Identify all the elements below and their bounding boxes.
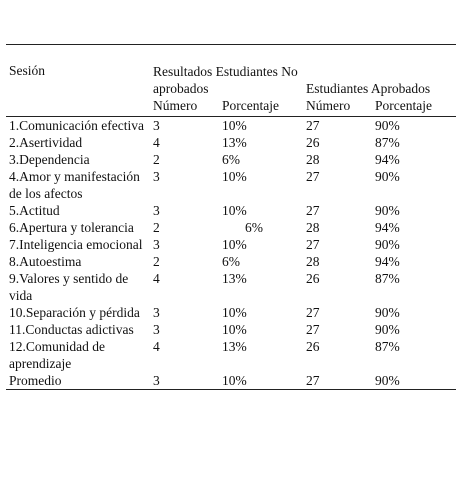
value-cell: 3 bbox=[153, 117, 160, 133]
value-cell: 94% bbox=[375, 151, 400, 167]
value-cell: 27 bbox=[306, 321, 320, 337]
session-cell: 2.Asertividad bbox=[9, 134, 83, 150]
table-header: Sesión Resultados Estudiantes No aprobad… bbox=[6, 44, 456, 117]
subheader-cell: Número bbox=[150, 96, 219, 117]
session-cell: 10.Separación y pérdida bbox=[9, 304, 140, 320]
table-row: 3.Dependencia 2 6% 28 94% bbox=[6, 151, 456, 168]
value-cell: 27 bbox=[306, 202, 320, 218]
value-cell: 90% bbox=[375, 202, 400, 218]
value-cell: 90% bbox=[375, 236, 400, 252]
value-cell: 3 bbox=[153, 236, 160, 252]
value-cell: 4 bbox=[153, 270, 160, 286]
table-row: 11.Conductas adictivas 3 10% 27 90% bbox=[6, 321, 456, 338]
value-cell: 4 bbox=[153, 134, 160, 150]
table-row: 5.Actitud 3 10% 27 90% bbox=[6, 202, 456, 219]
session-cell: 12.Comunidad de aprendizaje bbox=[9, 338, 105, 371]
value-cell: 10% bbox=[222, 236, 247, 252]
value-cell: 10% bbox=[222, 168, 247, 184]
value-cell: 26 bbox=[306, 338, 320, 354]
table-row: 2.Asertividad 4 13% 26 87% bbox=[6, 134, 456, 151]
value-cell: 3 bbox=[153, 202, 160, 218]
session-cell: 9.Valores y sentido de vida bbox=[9, 270, 129, 303]
value-cell: 13% bbox=[222, 134, 247, 150]
value-cell: 3 bbox=[153, 321, 160, 337]
value-cell: 13% bbox=[222, 270, 247, 286]
value-cell: 3 bbox=[153, 304, 160, 320]
value-cell: 10% bbox=[222, 304, 247, 320]
value-cell: 90% bbox=[375, 117, 400, 133]
session-cell: 8.Autoestima bbox=[9, 253, 82, 269]
session-cell: Promedio bbox=[6, 371, 150, 390]
table-row: 9.Valores y sentido de vida 4 13% 26 87% bbox=[6, 270, 456, 304]
header-cell: Estudiantes Aprobados bbox=[303, 44, 456, 97]
session-cell: 3.Dependencia bbox=[9, 151, 90, 167]
value-cell: 28 bbox=[306, 151, 320, 167]
value-cell: 90% bbox=[375, 321, 400, 337]
value-cell: 3 bbox=[150, 371, 219, 390]
table-row: 4.Amor y manifestación de los afectos 3 10… bbox=[6, 168, 456, 202]
results-table: Sesión Resultados Estudiantes No aprobad… bbox=[6, 44, 456, 390]
header-cell bbox=[6, 96, 150, 117]
value-cell: 2 bbox=[153, 253, 160, 269]
subheader-cell: Porcentaje bbox=[372, 96, 456, 117]
value-cell: 13% bbox=[222, 338, 247, 354]
value-cell: 27 bbox=[303, 371, 373, 390]
session-cell: 6.Apertura y tolerancia bbox=[9, 219, 134, 235]
value-cell: 10% bbox=[219, 371, 304, 390]
value-cell: 6% bbox=[222, 151, 240, 167]
subheader-row: Número Porcentaje Número Porcentaje bbox=[6, 96, 456, 117]
value-cell: 87% bbox=[375, 134, 400, 150]
table-body: 1.Comunicación efectiva 3 10% 27 90% 2.Aserti… bbox=[6, 116, 456, 390]
value-cell: 6% bbox=[245, 219, 263, 235]
value-cell: 28 bbox=[306, 253, 320, 269]
value-cell: 27 bbox=[306, 168, 320, 184]
value-cell: 27 bbox=[306, 304, 320, 320]
table-row: 12.Comunidad de aprendizaje 4 13% 26 87% bbox=[6, 338, 456, 372]
table-row: 7.Inteligencia emocional 3 10% 27 90% bbox=[6, 236, 456, 253]
subheader-cell: Porcentaje bbox=[219, 96, 304, 117]
value-cell: 90% bbox=[372, 371, 456, 390]
value-cell: 10% bbox=[222, 117, 247, 133]
table-row: 1.Comunicación efectiva 3 10% 27 90% bbox=[6, 116, 456, 134]
value-cell: 87% bbox=[375, 338, 400, 354]
header-cell: Sesión bbox=[6, 44, 150, 97]
value-cell: 2 bbox=[153, 151, 160, 167]
table-row: 10.Separación y pérdida 3 10% 27 90% bbox=[6, 304, 456, 321]
session-cell: 11.Conductas adictivas bbox=[9, 321, 134, 337]
value-cell: 10% bbox=[222, 321, 247, 337]
session-cell: 7.Inteligencia emocional bbox=[9, 236, 143, 252]
value-cell: 27 bbox=[306, 117, 320, 133]
value-cell: 10% bbox=[222, 202, 247, 218]
value-cell: 87% bbox=[375, 270, 400, 286]
value-cell: 2 bbox=[153, 219, 160, 235]
value-cell: 4 bbox=[153, 338, 160, 354]
value-cell: 27 bbox=[306, 236, 320, 252]
value-cell: 28 bbox=[306, 219, 320, 235]
value-cell: 26 bbox=[306, 134, 320, 150]
value-cell: 90% bbox=[375, 304, 400, 320]
value-cell: 94% bbox=[375, 219, 400, 235]
value-cell: 6% bbox=[222, 253, 240, 269]
header-cell: Resultados Estudiantes No aprobados bbox=[150, 44, 304, 97]
value-cell: 94% bbox=[375, 253, 400, 269]
table-row: 8.Autoestima 2 6% 28 94% bbox=[6, 253, 456, 270]
table-row: Promedio 3 10% 27 90% bbox=[6, 371, 456, 390]
value-cell: 26 bbox=[306, 270, 320, 286]
subheader-cell: Número bbox=[303, 96, 373, 117]
value-cell: 3 bbox=[153, 168, 160, 184]
session-cell: 5.Actitud bbox=[9, 202, 60, 218]
session-cell: 4.Amor y manifestación de los afectos bbox=[9, 168, 140, 201]
table-row: 6.Apertura y tolerancia 2 6% 28 94% bbox=[6, 219, 456, 236]
value-cell: 90% bbox=[375, 168, 400, 184]
session-cell: 1.Comunicación efectiva bbox=[9, 117, 144, 133]
